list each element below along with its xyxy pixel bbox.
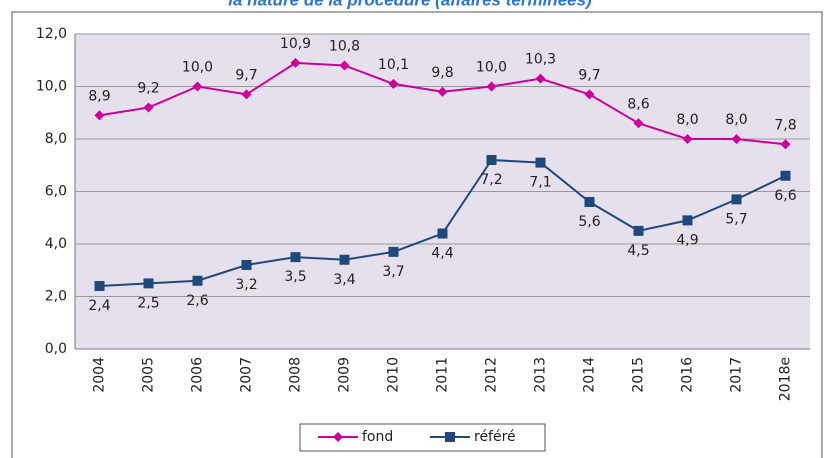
data-label: 3,5 (284, 269, 306, 285)
y-tick-label: 10,0 (36, 79, 67, 95)
data-point (682, 215, 693, 226)
data-label: 5,6 (578, 214, 600, 230)
data-label: 2,6 (186, 293, 208, 309)
x-tick-label: 2010 (386, 357, 402, 393)
data-label: 10,0 (476, 60, 507, 76)
x-tick-label: 2014 (582, 357, 598, 393)
data-point (437, 228, 448, 239)
data-label: 2,4 (88, 298, 110, 314)
y-tick-label: 12,0 (36, 26, 67, 42)
data-point (486, 155, 497, 165)
data-label: 9,8 (431, 65, 453, 81)
data-point (241, 260, 252, 270)
x-tick-label: 2013 (533, 357, 549, 393)
data-label: 7,1 (529, 175, 551, 191)
y-tick-label: 8,0 (45, 131, 67, 147)
data-point (780, 139, 791, 150)
y-tick-label: 6,0 (45, 184, 67, 200)
data-point (339, 254, 350, 265)
x-tick-label: 2008 (288, 357, 304, 393)
data-label: 4,4 (431, 246, 453, 262)
data-point (290, 57, 301, 68)
x-tick-label: 2016 (680, 357, 696, 393)
data-point (633, 118, 644, 129)
x-tick-label: 2007 (239, 357, 255, 393)
data-label: 8,0 (725, 112, 747, 128)
data-point (241, 89, 252, 100)
data-point (192, 275, 203, 286)
data-point (682, 134, 693, 144)
data-label: 4,9 (676, 232, 698, 248)
data-point (143, 278, 154, 289)
data-label: 8,0 (676, 112, 698, 128)
x-tick-label: 2009 (337, 357, 353, 393)
data-label: 4,5 (627, 243, 649, 259)
data-point (192, 81, 203, 92)
data-label: 10,8 (329, 39, 360, 55)
x-tick-label: 2004 (92, 357, 108, 393)
x-tick-label: 2011 (435, 357, 451, 393)
data-label: 3,7 (382, 264, 404, 280)
y-tick-label: 0,0 (45, 341, 67, 357)
data-label: 10,9 (280, 36, 311, 52)
data-label: 3,2 (235, 277, 257, 293)
data-point (143, 102, 154, 113)
data-point (94, 110, 105, 121)
data-point (486, 81, 497, 92)
data-label: 7,2 (480, 172, 502, 188)
data-point (584, 197, 595, 207)
legend (299, 423, 546, 452)
legend-label: fond (362, 429, 393, 445)
data-label: 5,7 (725, 211, 747, 227)
legend-marker (333, 432, 343, 442)
data-label: 10,3 (525, 52, 556, 68)
data-point (535, 157, 546, 168)
data-point (731, 194, 742, 205)
data-point (290, 252, 301, 263)
data-point (388, 246, 399, 257)
data-label: 8,9 (88, 88, 110, 104)
data-label: 2,5 (137, 295, 159, 311)
legend-marker (445, 432, 455, 442)
chart-title: la nature de la procédure (affaires term… (228, 0, 592, 9)
y-tick-label: 4,0 (45, 236, 67, 252)
data-label: 10,0 (182, 60, 213, 76)
data-point (584, 89, 595, 100)
data-label: 9,7 (235, 67, 257, 83)
data-label: 10,1 (378, 57, 409, 73)
data-label: 9,7 (578, 67, 600, 83)
x-tick-label: 2012 (484, 357, 500, 393)
data-label: 6,6 (774, 188, 796, 204)
data-label: 7,8 (774, 117, 796, 133)
data-point (731, 134, 742, 144)
x-tick-label: 2018e (778, 357, 794, 401)
data-point (535, 73, 546, 84)
data-point (633, 225, 644, 236)
data-point (437, 86, 448, 97)
data-point (388, 78, 399, 89)
data-point (339, 60, 350, 71)
y-tick-label: 2,0 (45, 289, 67, 305)
x-tick-label: 2015 (631, 357, 647, 393)
legend-label: référé (474, 429, 516, 445)
x-tick-label: 2006 (190, 357, 206, 393)
x-tick-label: 2017 (729, 357, 745, 393)
data-point (94, 281, 105, 291)
data-label: 9,2 (137, 81, 159, 97)
data-label: 3,4 (333, 272, 355, 288)
x-tick-label: 2005 (141, 357, 157, 393)
data-label: 8,6 (627, 96, 649, 112)
data-point (780, 170, 791, 181)
